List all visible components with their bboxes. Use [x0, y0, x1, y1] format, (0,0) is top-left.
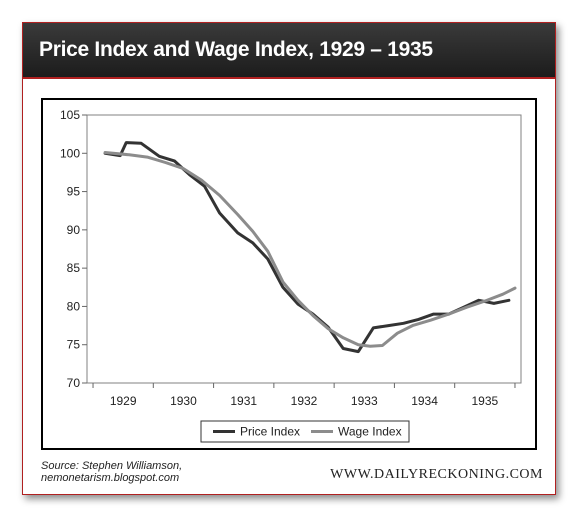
- chart-title: Price Index and Wage Index, 1929 – 1935: [39, 38, 433, 61]
- x-tick-label: 1932: [291, 394, 318, 408]
- plot-area: [86, 114, 522, 384]
- website-label: WWW.DAILYRECKONING.COM: [330, 467, 543, 482]
- x-tick-label: 1931: [230, 394, 257, 408]
- chart-header: Price Index and Wage Index, 1929 – 1935: [23, 23, 555, 79]
- source-line-2: nemonetarism.blogspot.com: [41, 472, 180, 484]
- chart-card: Price Index and Wage Index, 1929 – 1935 …: [22, 22, 556, 495]
- y-tick-label: 80: [67, 299, 81, 313]
- line-chart: 70 75 80 85 90 95 100 105 1929 1930 1931 1932 1933 19…: [60, 108, 522, 443]
- legend-item-wage-index-label: Wage Index: [338, 425, 402, 439]
- y-tick-label: 70: [67, 376, 81, 390]
- x-tick-label: 1929: [110, 394, 137, 408]
- x-tick-label: 1930: [170, 394, 197, 408]
- x-tick-label: 1933: [351, 394, 378, 408]
- x-tick-label: 1934: [411, 394, 438, 408]
- source-line-1: Source: Stephen Williamson,: [41, 460, 183, 472]
- x-tick-label: 1935: [471, 394, 498, 408]
- series-line-wage-index: [103, 151, 517, 348]
- y-tick-label: 100: [60, 146, 80, 160]
- y-tick-label: 90: [67, 223, 81, 237]
- chart-frame: 70 75 80 85 90 95 100 105 1929 1930 1931 1932 1933 19…: [41, 98, 537, 450]
- y-tick-label: 75: [67, 338, 81, 352]
- legend-box: [200, 420, 410, 443]
- source-note: Source: Stephen Williamson, nemonetarism…: [41, 460, 182, 484]
- y-tick-label: 95: [67, 185, 81, 199]
- y-tick-label: 85: [67, 261, 81, 275]
- legend-item-price-index-label: Price Index: [240, 425, 300, 439]
- y-tick-label: 105: [60, 108, 80, 122]
- series-line-price-index: [103, 141, 511, 354]
